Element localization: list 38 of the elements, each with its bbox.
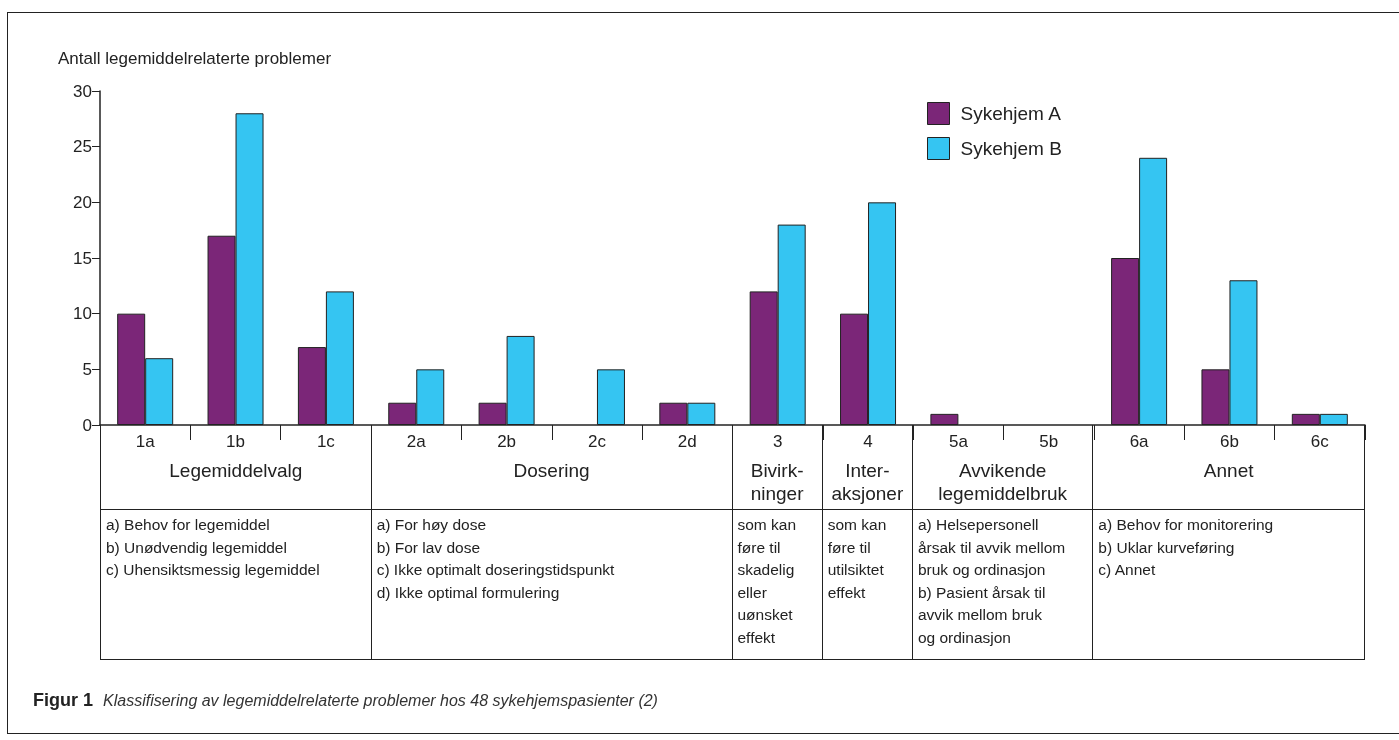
- legend-label: Sykehjem B: [960, 138, 1062, 159]
- y-tick-label: 25: [73, 137, 92, 157]
- x-tick-label: 2a: [406, 432, 427, 451]
- x-tick-label: 6a: [1129, 432, 1150, 451]
- y-axis-title: Antall legemiddelrelaterte problemer: [58, 49, 332, 68]
- x-tick-label: 2c: [587, 432, 607, 451]
- text: som kan føre til utilsiktet effekt: [822, 510, 913, 660]
- y-tick-label: 0: [82, 415, 92, 435]
- text: Dosering: [513, 460, 590, 481]
- x-tick-label: 2d: [677, 432, 697, 451]
- y-tick-label: 20: [73, 192, 92, 212]
- text: a) Helsepersonell årsak til avvik mellom bruk og ordinasjon b) Pasient årsak til avvik mellom bruk og ordinasjon: [912, 510, 1094, 660]
- text: Legemiddelvalg: [169, 460, 303, 481]
- text: a) Behov for legemiddel b) Unødvendig legemiddel c) Uhensiktsmessig legemiddel: [101, 510, 372, 660]
- x-tick-label: 1b: [226, 432, 245, 451]
- text: Avvikende legemiddelbruk: [938, 460, 1068, 504]
- x-tick-label: 3: [772, 432, 783, 451]
- x-tick-label: 2b: [497, 432, 517, 451]
- text: Inter- aksjoner: [831, 460, 904, 504]
- x-tick-label: 4: [863, 432, 873, 451]
- x-tick-label: 1a: [135, 432, 156, 451]
- text: som kan føre til skadelig eller uønsket effekt: [732, 510, 823, 660]
- text: Bivirk- ninger: [750, 460, 804, 504]
- x-tick-label: 5a: [948, 432, 969, 451]
- y-tick-label: 15: [73, 248, 92, 268]
- x-tick-label: 5b: [1039, 432, 1059, 451]
- text: a) Behov for monitorering b) Uklar kurveføring c) Annet: [1097, 515, 1275, 580]
- x-tick-label: 1c: [316, 432, 336, 451]
- y-tick-label: 10: [73, 304, 92, 324]
- y-tick-label: 5: [82, 359, 92, 379]
- x-tick-label: 6c: [1310, 432, 1330, 451]
- x-tick-label: 6b: [1220, 432, 1239, 451]
- legend-label: Sykehjem A: [960, 103, 1062, 124]
- text: a) For høy dose b) For lav dose c) Ikke optimalt doseringstidspunkt d) Ikke optimal formulering: [371, 510, 733, 660]
- y-tick-label: 30: [73, 81, 92, 101]
- text: Klassifisering av legemiddelrelaterte problemer hos 48 sykehjemspasienter (2): [103, 692, 658, 709]
- text: Annet: [1203, 460, 1254, 481]
- text: Figur 1: [33, 690, 94, 710]
